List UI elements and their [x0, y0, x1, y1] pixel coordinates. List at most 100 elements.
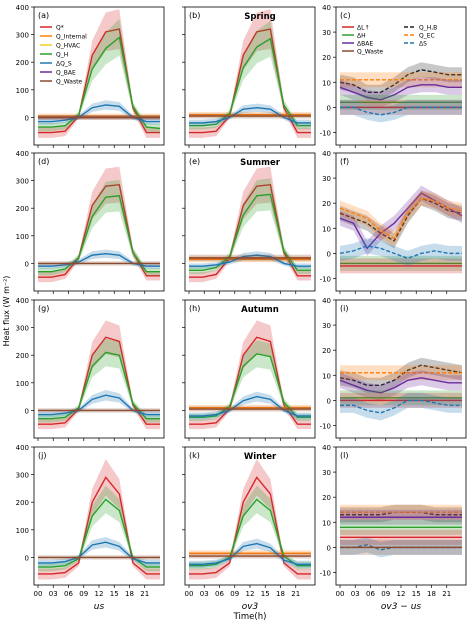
panel-letter: (g) [38, 304, 49, 313]
x-tick-label: 18 [125, 590, 134, 598]
series-band [189, 459, 311, 580]
x-tick-label: 03 [200, 590, 209, 598]
y-tick-label: 0 [25, 114, 29, 122]
series-band [340, 392, 462, 421]
x-tick-label: 00 [185, 590, 194, 598]
series-line [189, 476, 311, 575]
series-line [339, 197, 463, 242]
panel-a: 0 100 200 300 400 (a) Q* Q_Internal Q_HVAC Q_H ΔQ_… [16, 4, 165, 148]
x-tick-label: 12 [95, 590, 104, 598]
series-band [38, 338, 160, 423]
series-line [38, 195, 160, 273]
y-tick-label: 0 [327, 104, 331, 112]
y-tick-label: -10 [320, 275, 331, 283]
season-title: Autumn [241, 305, 279, 315]
season-title: Summer [240, 158, 281, 168]
panel-letter: (c) [340, 11, 351, 20]
series-line [189, 395, 311, 417]
series-band [340, 185, 462, 256]
x-tick-label: 06 [366, 590, 375, 598]
panel-letter: (f) [340, 157, 349, 166]
y-tick-label: 100 [16, 87, 29, 95]
series-band [189, 485, 311, 570]
column-label: us [94, 602, 105, 612]
series-line [189, 542, 311, 565]
series-line [189, 498, 311, 567]
legend-label: Q_EC [419, 33, 435, 40]
y-tick-label: 20 [322, 494, 331, 502]
legend-label: Q_BAE [56, 70, 76, 77]
series-line [189, 107, 311, 124]
x-tick-label: 21 [140, 590, 149, 598]
legend-label: Q_HVAC [56, 43, 80, 50]
x-tick-label: 12 [397, 590, 406, 598]
y-tick-label: 400 [16, 150, 29, 158]
panel-l: -10 0 10 20 30 40 00 03 06 09 12 15 18 21 (l) [320, 444, 467, 598]
season-title: Spring [244, 12, 275, 22]
x-tick-label: 18 [427, 590, 436, 598]
panel-e: (e) Summer [182, 152, 316, 294]
y-tick-label: 200 [16, 352, 29, 360]
series-line [38, 336, 160, 425]
y-tick-label: -10 [320, 129, 331, 137]
panel-letter: (a) [38, 11, 49, 20]
x-tick-label: 03 [49, 590, 58, 598]
y-tick-label: 20 [322, 54, 331, 62]
series-band [340, 190, 462, 249]
y-tick-label: 30 [322, 175, 331, 183]
series-band [38, 180, 160, 276]
series-band [340, 370, 462, 401]
series-band [340, 62, 462, 100]
x-tick-label: 06 [215, 590, 224, 598]
y-tick-label: 200 [16, 59, 29, 67]
panel-letter: (j) [38, 451, 46, 460]
y-tick-label: 300 [16, 178, 29, 186]
y-tick-label: 40 [322, 150, 331, 158]
series-line [339, 84, 462, 101]
legend-label: ΔS [419, 41, 427, 48]
series-line [189, 193, 311, 271]
series-line [340, 106, 462, 116]
x-axis-label: Time(h) [233, 612, 267, 622]
y-tick-label: 400 [16, 444, 29, 452]
panel-h: (h) Autumn [182, 299, 316, 441]
legend-label: Q_Waste [357, 49, 383, 56]
series-band [189, 538, 311, 568]
series-line [340, 399, 462, 414]
series-line [189, 254, 311, 267]
y-tick-label: 400 [16, 297, 29, 305]
series-band [340, 238, 462, 266]
series-band [38, 536, 160, 567]
y-tick-label: -10 [320, 422, 331, 430]
legend-label: Q_H [56, 52, 68, 59]
series-band [38, 100, 160, 125]
y-tick-label: 30 [322, 469, 331, 477]
series-band [38, 320, 160, 430]
y-tick-label: 300 [16, 472, 29, 480]
season-title: Winter [244, 452, 277, 462]
x-tick-label: 12 [246, 590, 255, 598]
series-band [38, 459, 160, 580]
y-tick-label: 100 [16, 527, 29, 535]
series-band [189, 166, 311, 283]
series-band [38, 9, 160, 138]
series-line [339, 245, 462, 260]
y-tick-label: 0 [25, 554, 29, 562]
panel-letter: (b) [189, 11, 200, 20]
legend-label: Q* [56, 25, 64, 32]
y-tick-label: 30 [322, 322, 331, 330]
y-tick-label: 20 [322, 200, 331, 208]
y-tick-label: 200 [16, 499, 29, 507]
y-tick-label: 20 [322, 347, 331, 355]
x-tick-label: 03 [351, 590, 360, 598]
series-band [340, 99, 462, 123]
series-line [339, 377, 462, 394]
series-band [189, 9, 311, 138]
legend-label: Q_H,B [419, 25, 437, 32]
series-band [189, 340, 311, 421]
series-line [38, 253, 160, 267]
x-tick-label: 00 [34, 590, 43, 598]
panel-i: -10 0 10 20 30 40 (i) [320, 297, 467, 441]
y-tick-label: 100 [16, 380, 29, 388]
